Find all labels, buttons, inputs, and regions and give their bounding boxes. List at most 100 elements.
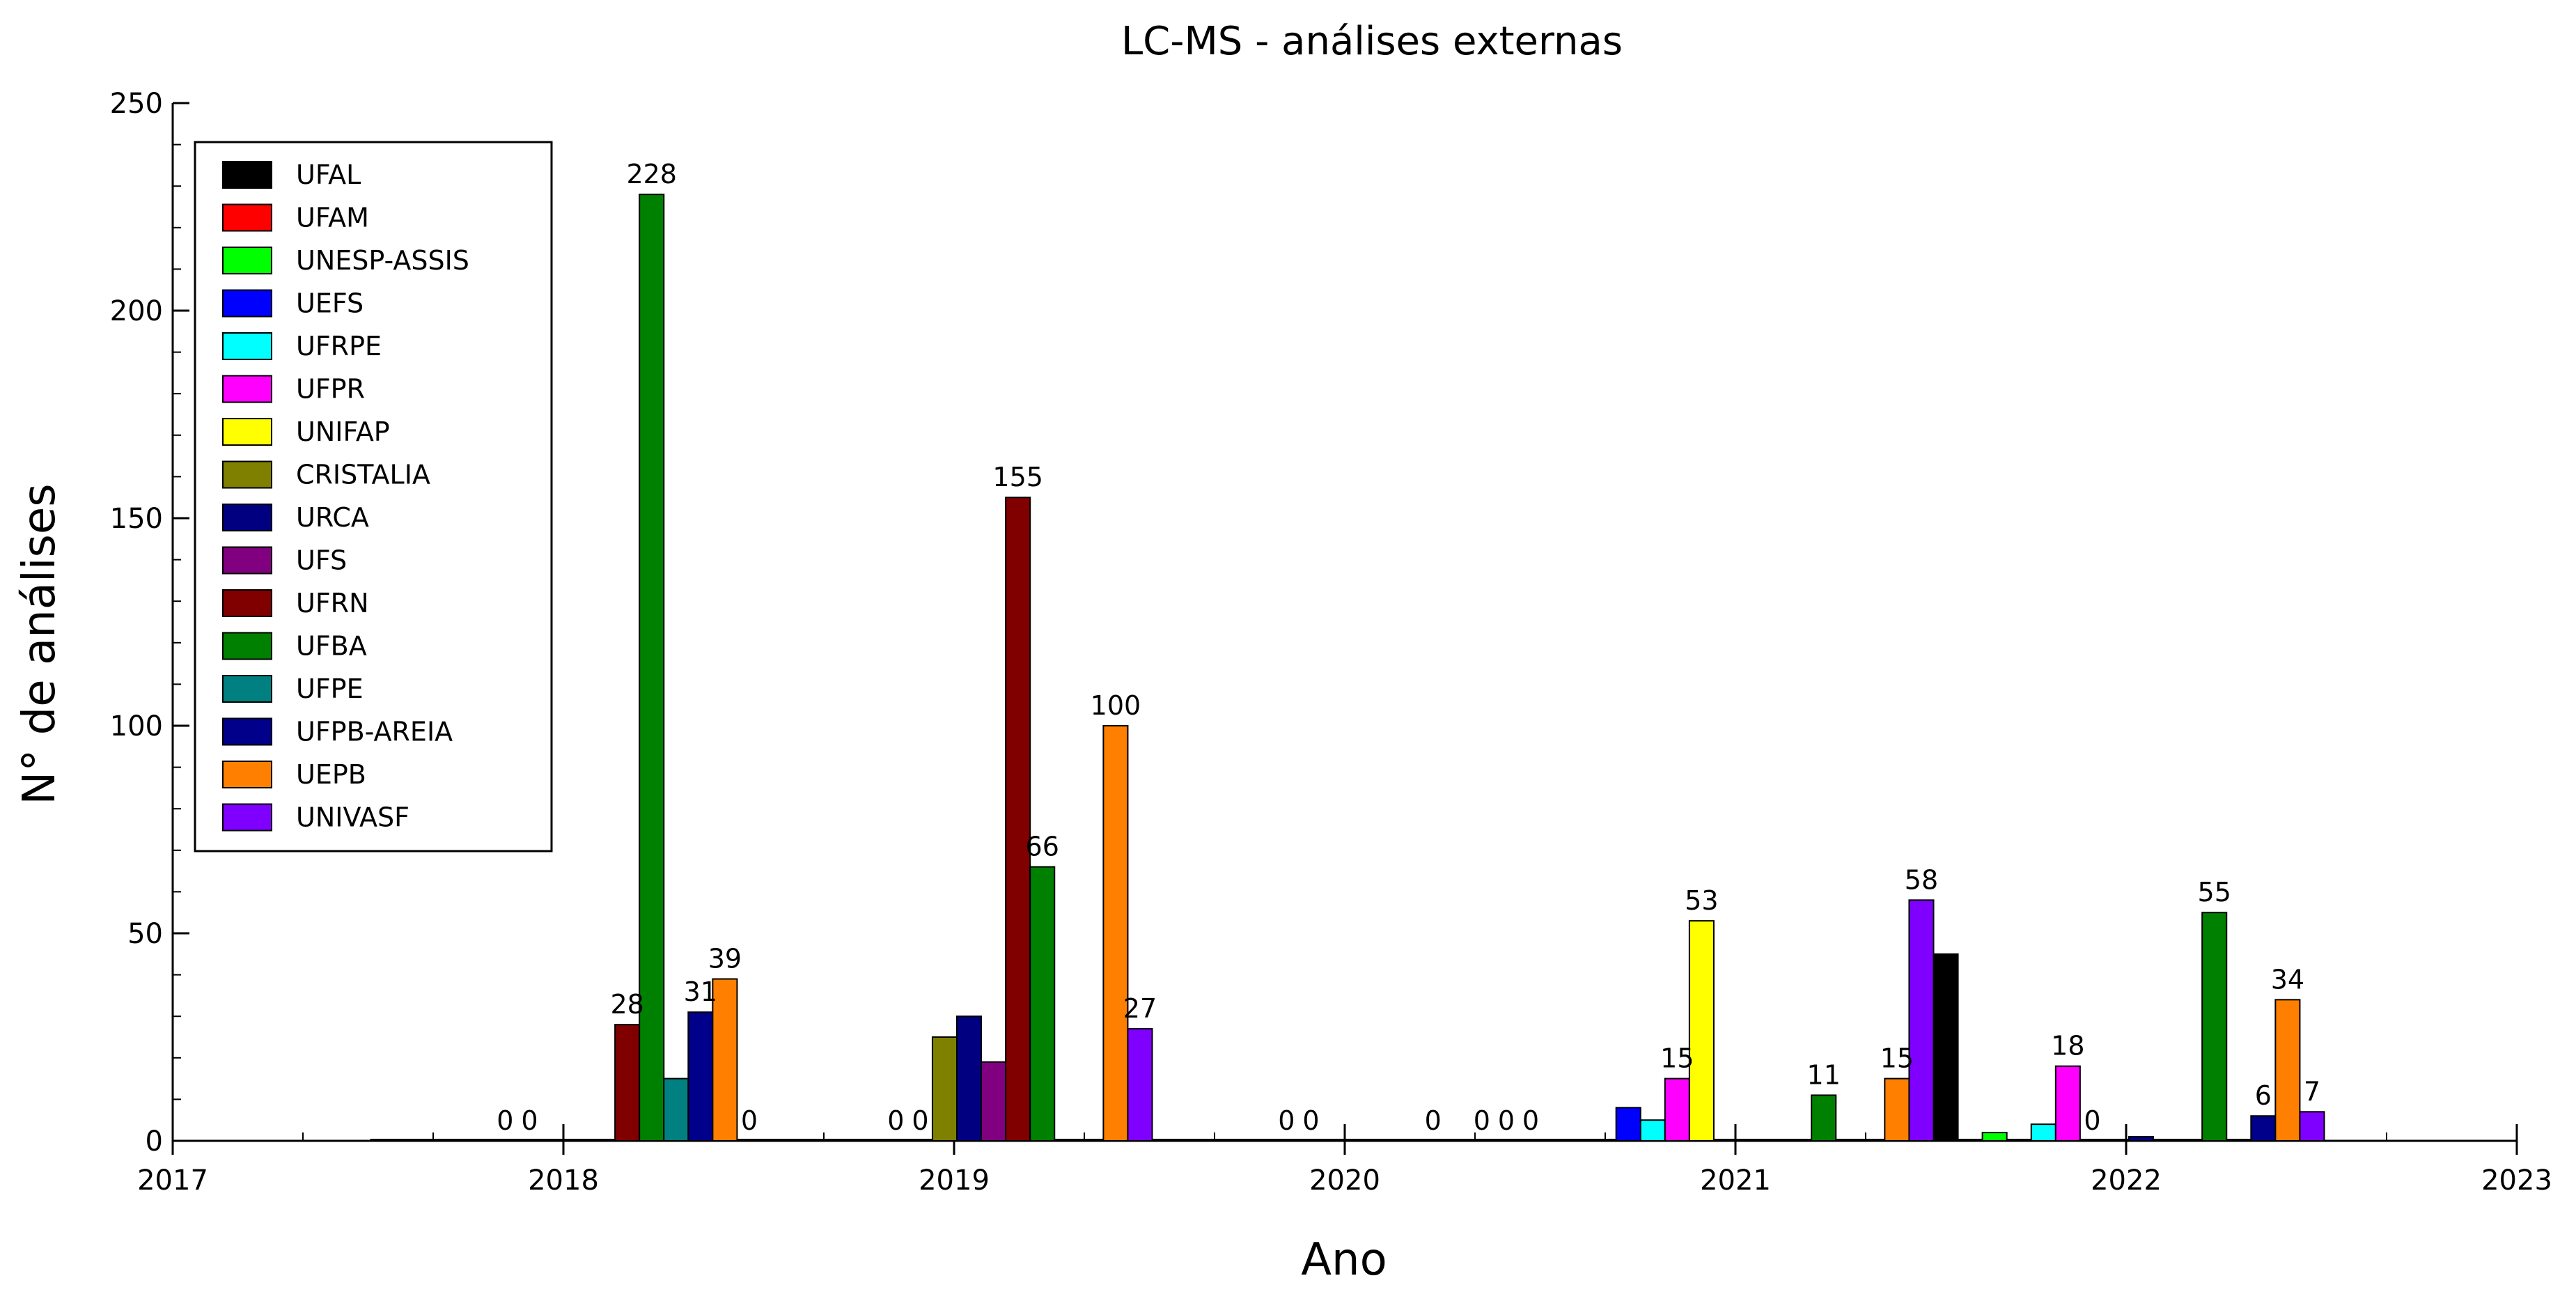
bar-ufpb-areia-2022 (2250, 1115, 2277, 1142)
bar-ufal-2018 (370, 1139, 396, 1142)
data-label-univasf-2022: 7 (2304, 1076, 2320, 1107)
bar-ufam-2018 (394, 1139, 421, 1142)
bar-ufpb-areia-2021 (1859, 1139, 1886, 1142)
bar-ufpr-2022 (2054, 1065, 2081, 1142)
bar-ufs-2021 (1762, 1139, 1788, 1142)
bar-univasf-2021 (1908, 899, 1935, 1142)
bar-cristalia-2021 (1712, 1139, 1739, 1142)
bar-ufpr-2021 (1664, 1077, 1690, 1142)
data-label-ufba-2019: 66 (1026, 832, 1059, 862)
bar-urca-2019 (956, 1015, 983, 1142)
bar-ufrn-2020 (1396, 1139, 1422, 1142)
bar-ufrn-2022 (2177, 1139, 2203, 1142)
data-label-unifap-2020: 0 (1302, 1105, 1319, 1136)
bar-urca-2021 (1738, 1139, 1764, 1142)
legend-label-ufpb-areia: UFPB-AREIA (296, 717, 453, 747)
bar-ufal-2019 (760, 1139, 787, 1142)
legend-label-ufpe: UFPE (296, 674, 364, 704)
data-label-ufpb-areia-2018: 31 (684, 976, 717, 1007)
bar-cristalia-2020 (1322, 1139, 1348, 1142)
legend-label-unifap: UNIFAP (296, 416, 390, 447)
data-label-univasf-2019: 27 (1123, 993, 1157, 1024)
legend-swatch-ufpe (222, 675, 272, 703)
data-label-univasf-2021: 58 (1905, 864, 1938, 895)
x-tick-label: 2021 (1700, 1165, 1771, 1197)
bar-ufba-2019 (1029, 866, 1056, 1142)
legend-label-urca: URCA (296, 502, 369, 533)
bar-ufpe-2021 (1835, 1139, 1861, 1142)
y-axis-label: N° de análises (14, 483, 65, 804)
x-axis-label: Ano (1301, 1234, 1387, 1286)
bar-ufam-2019 (785, 1139, 811, 1142)
bar-ufal-2020 (1151, 1139, 1178, 1142)
x-tick-label: 2017 (137, 1165, 208, 1197)
bar-uefs-2022 (2006, 1139, 2032, 1142)
bar-unesp-assis-2019 (809, 1139, 836, 1142)
bar-ufrn-2021 (1786, 1139, 1813, 1142)
bar-ufrn-2018 (614, 1024, 641, 1142)
bar-ufpr-2019 (882, 1139, 909, 1142)
legend-swatch-ufal (222, 161, 272, 189)
x-tick-label: 2022 (2091, 1165, 2162, 1197)
bar-ufpe-2019 (1054, 1139, 1080, 1142)
data-label-uepb-2021: 15 (1880, 1043, 1914, 1074)
bar-cristalia-2019 (931, 1036, 958, 1142)
bar-ufrn-2019 (1005, 497, 1031, 1142)
data-label-univasf-2018: 0 (741, 1105, 758, 1136)
bar-urca-2022 (2128, 1136, 2155, 1142)
legend-label-ufam: UFAM (296, 203, 369, 233)
bar-ufrpe-2022 (2030, 1123, 2056, 1142)
bar-uepb-2019 (1102, 725, 1129, 1142)
data-label-uepb-2022: 34 (2271, 964, 2304, 995)
y-tick-label: 250 (110, 88, 163, 120)
legend-swatch-ufpr (222, 375, 272, 403)
data-label-unifap-2021: 53 (1685, 885, 1718, 916)
bar-ufal-2021 (1542, 1139, 1568, 1142)
bar-unifap-2020 (1297, 1139, 1324, 1142)
bar-unesp-assis-2020 (1200, 1139, 1226, 1142)
bar-ufpr-2018 (492, 1139, 518, 1142)
bar-ufpe-2018 (663, 1077, 689, 1142)
bar-ufs-2019 (981, 1061, 1007, 1142)
data-label-ufrn-2019: 155 (992, 462, 1043, 492)
y-tick-label: 0 (146, 1126, 163, 1158)
data-label-uepb-2019: 100 (1091, 690, 1141, 721)
bar-urca-2020 (1347, 1139, 1373, 1142)
bar-unifap-2018 (516, 1139, 542, 1142)
y-tick-label: 150 (110, 503, 163, 535)
data-label-unifap-2018: 0 (521, 1105, 538, 1136)
data-label-unifap-2019: 0 (912, 1105, 928, 1136)
legend-label-ufal: UFAL (296, 159, 361, 190)
legend-swatch-urca (222, 504, 272, 531)
legend-label-unesp-assis: UNESP-ASSIS (296, 245, 469, 276)
legend-label-ufba: UFBA (296, 631, 367, 662)
bar-ufrpe-2021 (1639, 1119, 1666, 1142)
legend-swatch-ufpb-areia (222, 717, 272, 746)
y-tick-label: 50 (127, 918, 163, 950)
x-tick-label: 2020 (1309, 1165, 1380, 1197)
legend-swatch-ufam (222, 203, 272, 232)
legend-swatch-univasf (222, 803, 272, 832)
bar-univasf-2022 (2299, 1111, 2325, 1142)
bar-unifap-2021 (1688, 920, 1715, 1142)
legend-swatch-unesp-assis (222, 247, 272, 274)
bar-ufba-2020 (1420, 1139, 1446, 1142)
x-tick-label: 2023 (2481, 1165, 2552, 1197)
bar-unifap-2022 (2079, 1139, 2105, 1142)
data-label-ufpb-areia-2022: 6 (2255, 1080, 2272, 1111)
bar-uefs-2020 (1224, 1139, 1251, 1142)
bar-ufpb-areia-2018 (687, 1011, 714, 1142)
data-label-unifap-2022: 0 (2084, 1105, 2100, 1136)
data-label-ufpr-2022: 18 (2051, 1031, 2084, 1061)
chart-title: LC-MS - análises externas (1121, 19, 1623, 64)
bar-ufpb-areia-2019 (1078, 1139, 1104, 1142)
bar-uepb-2018 (712, 978, 738, 1142)
bar-urca-2018 (565, 1139, 592, 1142)
legend-swatch-uefs (222, 289, 272, 318)
bar-uefs-2019 (834, 1139, 860, 1142)
legend-swatch-unifap (222, 418, 272, 446)
bar-ufs-2018 (590, 1139, 616, 1142)
data-label-ufba-2020: 0 (1425, 1105, 1442, 1136)
legend-label-ufpr: UFPR (296, 374, 365, 405)
